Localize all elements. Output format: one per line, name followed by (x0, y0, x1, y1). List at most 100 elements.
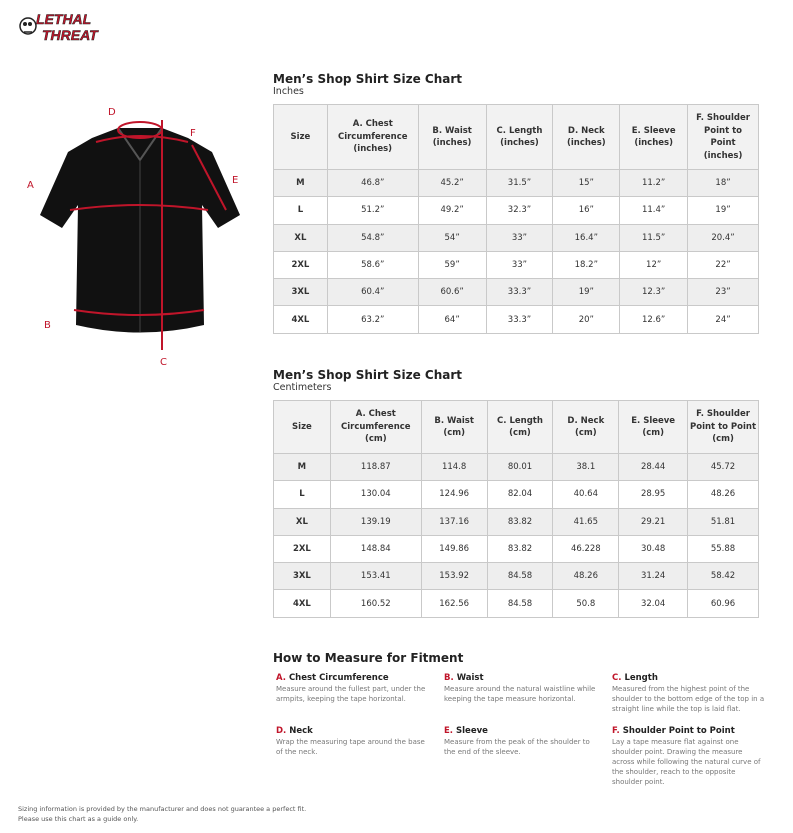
size-cell: 2XL (273, 250, 328, 280)
howto-item-heading: A. Chest Circumference (276, 673, 433, 684)
value-cell: 23” (687, 278, 759, 307)
header-line: Size (290, 131, 311, 142)
column-header: F. Shoulder Point to Point (cm) (687, 400, 759, 454)
header-line: Size (292, 421, 312, 432)
value-cell: 33” (485, 223, 554, 252)
column-header: B. Waist (inches) (417, 104, 487, 170)
howto-item-heading: F. Shoulder Point to Point (612, 726, 765, 737)
disclaimer-line-2: Please use this chart as a guide only. (18, 815, 139, 823)
header-row: Size A. Chest Circumference (inches) B. Wais… (273, 104, 759, 170)
value-cell: 64” (417, 305, 487, 334)
cm-unit: Centimeters (273, 382, 332, 393)
svg-text:THREAT: THREAT (42, 27, 99, 43)
label-b: B (44, 320, 51, 331)
value-cell: 16.4” (552, 223, 621, 252)
column-header: B. Waist (cm) (420, 400, 488, 454)
value-cell: 148.84 (329, 534, 422, 564)
size-cell: 4XL (273, 305, 328, 334)
howto-item: E. Sleeve Measure from the peak of the sh… (441, 726, 609, 787)
value-cell: 20.4” (687, 223, 759, 252)
value-cell: 11.5” (619, 223, 689, 252)
header-line: Point (710, 138, 736, 148)
value-cell: 20” (552, 305, 621, 334)
value-cell: 84.58 (486, 589, 554, 618)
value-cell: 60.6” (417, 278, 487, 307)
header-line: Circumference (337, 131, 408, 142)
svg-text:LETHAL: LETHAL (36, 11, 91, 27)
table-row: 3XL 60.4” 60.6” 33.3” 19” 12.3” 23” (273, 278, 759, 307)
column-header: E. Sleeve (cm) (618, 400, 689, 454)
howto-name: Neck (289, 726, 313, 736)
howto-item-heading: C. Length (612, 673, 765, 684)
header-line: Point to (704, 125, 743, 136)
value-cell: 82.04 (486, 480, 554, 509)
inches-unit: Inches (273, 86, 304, 97)
header-row: Size A. Chest Circumference (cm) B. Waist (cm… (273, 400, 759, 454)
value-cell: 114.8 (420, 452, 488, 482)
column-header: C. Length (cm) (486, 400, 554, 454)
value-cell: 12.6” (619, 305, 689, 334)
value-cell: 22” (687, 250, 759, 280)
value-cell: 45.2” (417, 168, 487, 198)
howto-text: Lay a tape measure flat against one shou… (612, 738, 761, 786)
header-line: A. Chest (352, 119, 393, 130)
value-cell: 55.88 (687, 534, 759, 564)
header-line: C. Length (497, 415, 543, 426)
header-line: D. Neck (567, 415, 605, 426)
value-cell: 162.56 (420, 589, 488, 618)
value-cell: 50.8 (552, 589, 620, 618)
header-line: (inches) (500, 138, 539, 148)
howto-name: Shoulder Point to Point (622, 726, 735, 736)
value-cell: 31.24 (618, 562, 689, 591)
value-cell: 84.58 (486, 562, 554, 591)
header-line: (cm) (364, 434, 387, 445)
value-cell: 19” (687, 196, 759, 225)
value-cell: 12” (619, 250, 689, 280)
value-cell: 46.228 (552, 534, 620, 564)
value-cell: 33.3” (485, 278, 554, 307)
value-cell: 30.48 (618, 534, 689, 564)
size-cell: 4XL (273, 589, 331, 618)
column-header: D. Neck (cm) (552, 400, 620, 454)
value-cell: 80.01 (486, 452, 554, 482)
header-line: (cm) (443, 428, 465, 438)
howto-text: Measured from the highest point of the s… (612, 685, 765, 713)
header-line: E. Sleeve (631, 125, 676, 136)
value-cell: 11.2” (619, 168, 689, 198)
table-row: M 46.8” 45.2” 31.5” 15” 11.2” 18” (273, 168, 759, 198)
howto-letter: F. (612, 726, 620, 736)
value-cell: 32.3” (485, 196, 554, 225)
value-cell: 29.21 (618, 507, 689, 536)
shirt-measurement-diagram: A B C D E F (27, 107, 240, 368)
howto-letter: C. (612, 673, 622, 683)
header-line: (cm) (642, 428, 664, 438)
size-cell: L (273, 480, 331, 509)
value-cell: 83.82 (486, 534, 554, 564)
value-cell: 124.96 (420, 480, 488, 509)
size-cell: 2XL (273, 534, 331, 564)
header-line: (inches) (432, 138, 472, 148)
disclaimer-line-1: Sizing information is provided by the ma… (18, 805, 307, 813)
header-line: Circumference (340, 421, 411, 432)
cm-section: Men’s Shop Shirt Size Chart Centimeters … (273, 368, 759, 618)
lethal-threat-logo: LETHAL THREAT (19, 11, 99, 43)
table-row: M 118.87 114.8 80.01 38.1 28.44 45.72 (273, 452, 759, 482)
header-line: B. Waist (434, 415, 474, 426)
value-cell: 118.87 (329, 452, 422, 482)
header-line: (inches) (353, 144, 393, 155)
size-cell: M (273, 452, 331, 482)
howto-text: Measure around the fullest part, under t… (276, 685, 426, 703)
table-row: XL 54.8” 54” 33” 16.4” 11.5” 20.4” (273, 223, 759, 252)
label-f: F (190, 128, 196, 139)
value-cell: 32.04 (618, 589, 689, 618)
howto-item-heading: E. Sleeve (444, 726, 601, 737)
value-cell: 58.6” (326, 250, 419, 280)
value-cell: 11.4” (619, 196, 689, 225)
header-line: (inches) (566, 138, 606, 148)
size-cell: 3XL (273, 278, 328, 307)
column-header: Size (273, 400, 331, 454)
label-e: E (232, 175, 238, 186)
howto-item-heading: B. Waist (444, 673, 601, 684)
disclaimer: Sizing information is provided by the ma… (18, 804, 306, 824)
value-cell: 153.92 (420, 562, 488, 591)
